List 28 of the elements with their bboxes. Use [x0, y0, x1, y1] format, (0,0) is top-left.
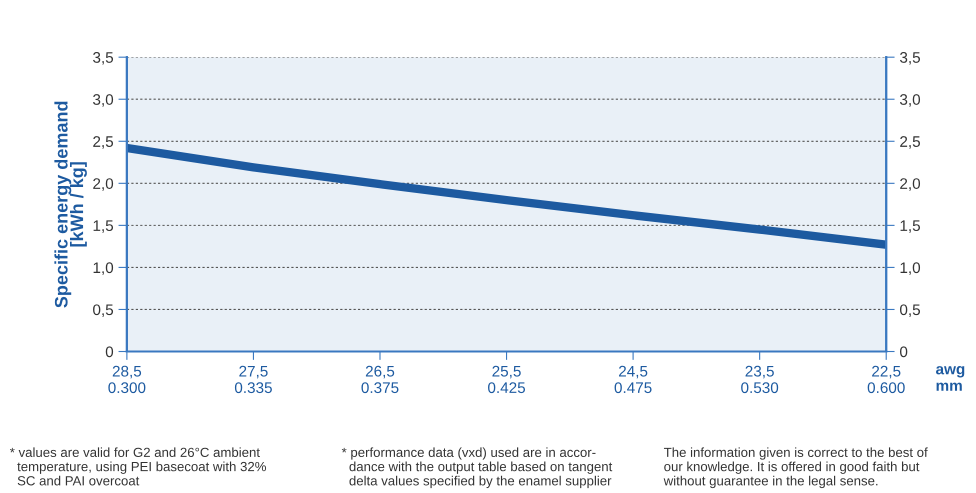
x-tick-label: 22,5 0.600: [868, 366, 905, 394]
x-axis-title: awg mm: [936, 366, 964, 391]
y-tick-label: 1,5: [94, 220, 114, 233]
x-tick-label: 26,5 0.375: [361, 366, 398, 394]
y2-tick-label: 0: [900, 346, 908, 358]
y2-tick-label: 3,5: [900, 52, 920, 65]
y-tick-label: 1,0: [94, 262, 114, 275]
y2-tick-label: 2,5: [900, 136, 920, 149]
y-tick-label: 0,5: [93, 304, 114, 317]
y-tick-label: 2,5: [93, 136, 114, 149]
y2-tick-label: 2,0: [900, 178, 920, 191]
y-axis-title: Specific energy demand [kWh / kg]: [54, 102, 87, 308]
x-tick-label: 25,5 0.425: [488, 366, 526, 394]
y2-tick-label: 1,5: [900, 220, 920, 233]
text: * values are valid for G2 and 26°C ambient temperature, using PEI basecoat with 32% SC and PAI overcoat: [10, 447, 266, 486]
x-tick-label: 23,5 0.530: [741, 366, 778, 394]
y2-tick-label: 3,0: [900, 94, 920, 107]
x-tick-label: 28,5 0.300: [108, 366, 146, 394]
y-tick-label: 0: [106, 346, 114, 358]
y-tick-label: 3,0: [93, 94, 114, 107]
y2-tick-label: 1,0: [900, 262, 920, 275]
y2-tick-label: 0,5: [900, 304, 920, 317]
y-tick-label: 2,0: [93, 178, 114, 191]
y-tick-label: 3,5: [93, 52, 114, 65]
x-tick-label: 27,5 0.335: [234, 366, 272, 394]
x-tick-label: 24,5 0.475: [614, 366, 652, 394]
text: * performance data (vxd) used are in accor- dance with the output table based on tangent delta values specified by the enamel supplier: [342, 447, 612, 488]
text: The information given is correct to the best of our knowledge. It is offered in good faith but without guarantee in the legal sense.: [664, 447, 928, 488]
